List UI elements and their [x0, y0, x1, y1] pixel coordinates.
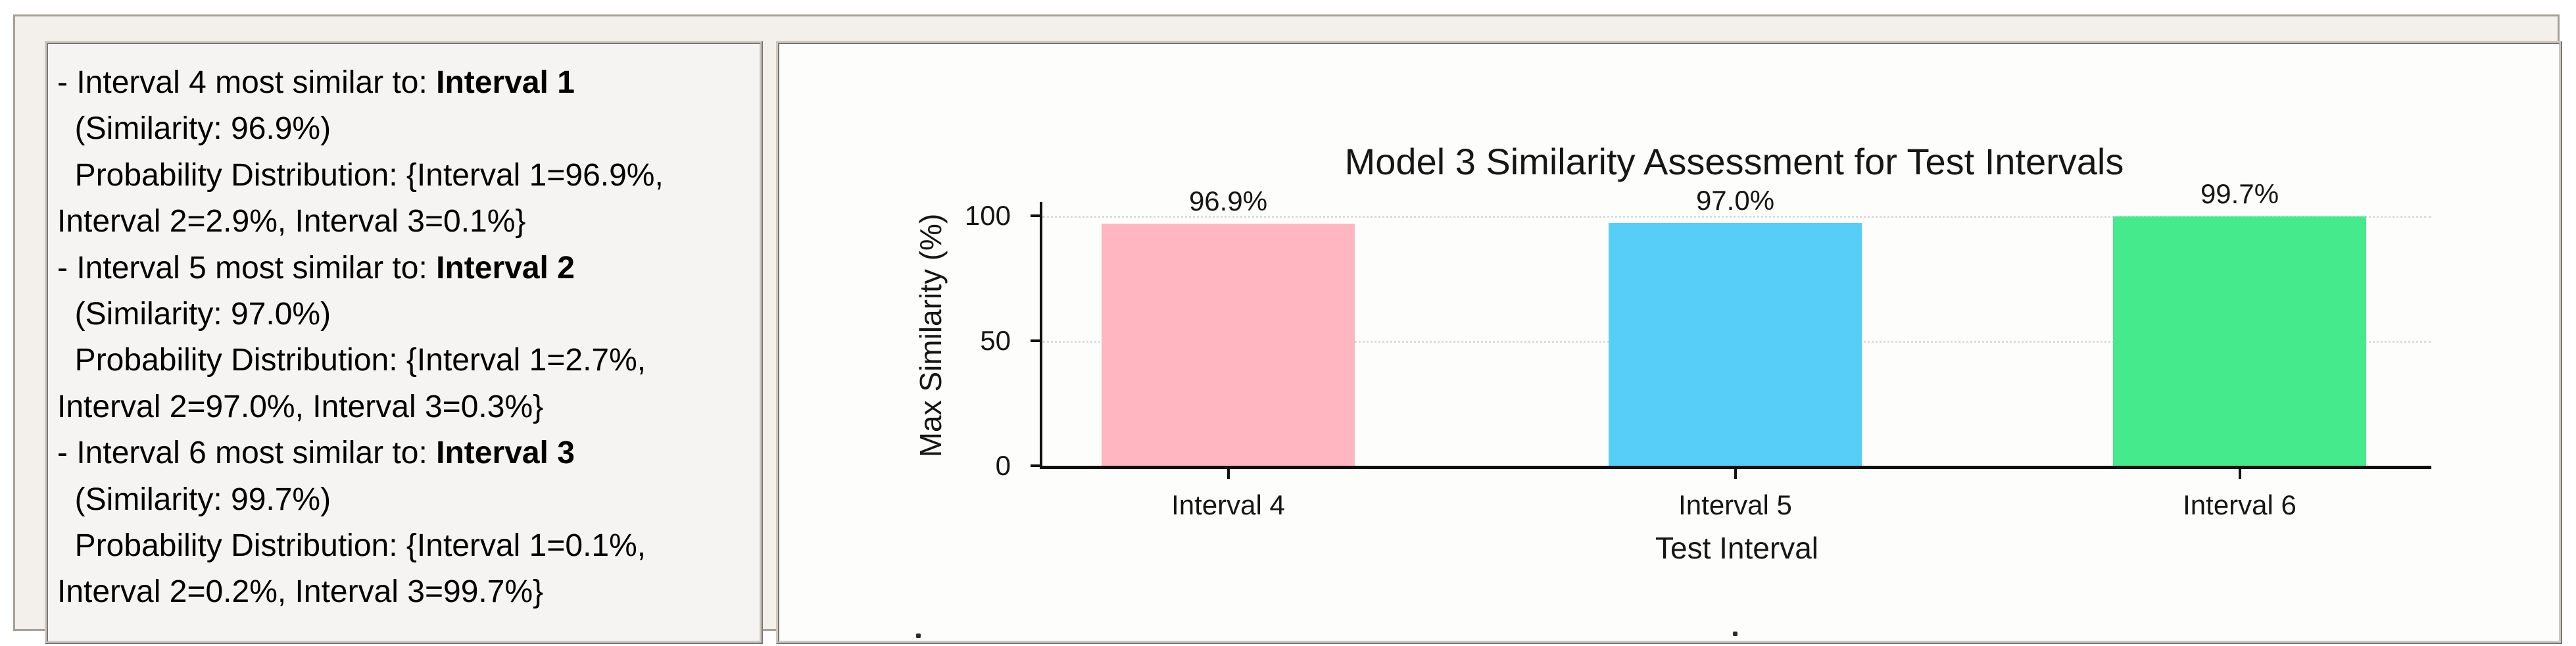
y-tick-label: 0 — [995, 450, 1011, 481]
report-bold-interval: Interval 1 — [436, 65, 575, 100]
y-axis-label: Max Similarity (%) — [913, 213, 948, 458]
outer-frame: - Interval 4 most similar to: Interval 1… — [13, 14, 2562, 644]
report-line: - Interval 6 most similar to: Interval 3 — [57, 435, 575, 471]
x-tick-label: Interval 4 — [1171, 489, 1285, 520]
x-tick-label: Interval 6 — [2183, 489, 2297, 520]
x-tick-label: Interval 5 — [1678, 489, 1792, 520]
report-line: Interval 2=0.2%, Interval 3=99.7%} — [57, 574, 544, 610]
report-bold-interval: Interval 3 — [436, 435, 575, 471]
bar-value-label: 96.9% — [1188, 186, 1268, 216]
bar-interval-5 — [1609, 223, 1862, 466]
y-tick-label: 50 — [980, 325, 1011, 356]
report-line: (Similarity: 99.7%) — [57, 482, 331, 517]
gridline-y100 — [1042, 216, 2431, 218]
report-line: Probability Distribution: {Interval 1=96… — [57, 157, 664, 193]
bar-interval-4 — [1102, 224, 1355, 466]
report-line: - Interval 4 most similar to: Interval 1 — [57, 65, 575, 100]
report-bold-interval: Interval 2 — [436, 250, 575, 286]
report-line: (Similarity: 96.9%) — [57, 111, 331, 147]
bar-interval-6 — [2113, 216, 2366, 466]
report-line: - Interval 5 most similar to: Interval 2 — [57, 250, 575, 286]
report-line: (Similarity: 97.0%) — [57, 297, 331, 332]
y-tick-mark — [1031, 464, 1042, 467]
report-line: Interval 2=2.9%, Interval 3=0.1%} — [57, 204, 526, 239]
y-tick-mark — [1031, 339, 1042, 342]
y-tick-mark — [1031, 214, 1042, 217]
x-tick-mark — [1227, 469, 1230, 479]
y-tick-label: 100 — [964, 200, 1011, 231]
similarity-report-panel: - Interval 4 most similar to: Interval 1… — [45, 41, 763, 644]
report-line: Probability Distribution: {Interval 1=2.… — [57, 343, 646, 378]
stray-period-mark — [1733, 632, 1738, 636]
similarity-report-text: - Interval 4 most similar to: Interval 1… — [57, 60, 664, 616]
stray-period-mark — [916, 634, 921, 638]
report-line: Probability Distribution: {Interval 1=0.… — [57, 528, 646, 564]
chart-panel: Model 3 Similarity Assessment for Test I… — [776, 41, 2562, 644]
chart-axes: Max Similarity (%) Test Interval 96.9% In… — [913, 178, 2431, 565]
x-tick-mark — [1734, 469, 1737, 479]
x-tick-mark — [2238, 469, 2241, 479]
chart-title: Model 3 Similarity Assessment for Test I… — [1344, 141, 2124, 182]
bar-value-label: 99.7% — [2200, 178, 2279, 209]
bar-value-label: 97.0% — [1695, 185, 1775, 216]
report-line: Interval 2=97.0%, Interval 3=0.3%} — [57, 389, 544, 424]
x-axis-label: Test Interval — [1655, 531, 1818, 565]
